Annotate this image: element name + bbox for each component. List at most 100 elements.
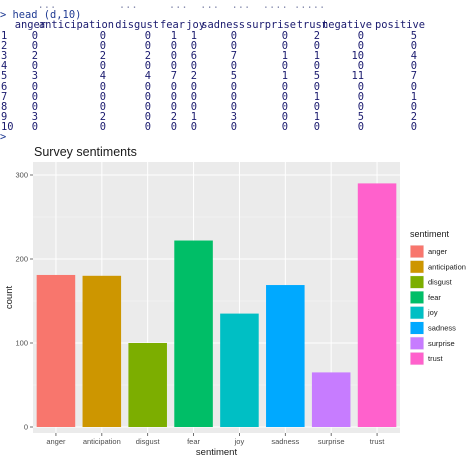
- bar-sadness: [266, 285, 305, 427]
- console-cell: 0: [230, 90, 237, 103]
- console-cell: 0: [99, 60, 106, 73]
- console-cell: 7: [170, 70, 177, 83]
- console-cell: 0: [230, 80, 237, 93]
- y-tick-label: 100: [15, 339, 28, 348]
- console-cell: 0: [357, 60, 364, 73]
- console-cell: 2: [313, 29, 320, 42]
- console-column-header: fear: [159, 19, 185, 32]
- console-cell: 1: [281, 70, 288, 83]
- console-cell: 0: [230, 121, 237, 134]
- console-cell: 0: [170, 80, 177, 93]
- legend-swatch-fear: [410, 291, 424, 304]
- console-cell: 0: [230, 100, 237, 113]
- console-cell: 3: [31, 111, 38, 124]
- console-cell: 0: [313, 60, 320, 73]
- console-column-header: trust: [296, 19, 328, 32]
- console-cell: 7: [230, 49, 237, 62]
- console-cell: 0: [313, 39, 320, 52]
- console-cell: 0: [190, 121, 197, 134]
- console-cell: 0: [357, 100, 364, 113]
- console-cell: 2: [99, 111, 106, 124]
- console-cell: 0: [31, 60, 38, 73]
- console-cell: 0: [31, 90, 38, 103]
- console-row-label: 5: [1, 70, 8, 83]
- console-column-header: surprise: [245, 19, 296, 32]
- console-command-line: > head (d,10): [0, 10, 82, 21]
- console-cell: 0: [144, 60, 151, 73]
- bar-surprise: [311, 372, 351, 427]
- console-row-label: 4: [1, 60, 8, 73]
- console-cell: 0: [99, 121, 106, 134]
- console-cell: 1: [190, 29, 197, 42]
- console-cell: 0: [144, 111, 151, 124]
- console-cell: 0: [357, 29, 364, 42]
- console-cell: 0: [281, 111, 288, 124]
- console-cell: 5: [313, 70, 320, 83]
- console-cell: 0: [190, 80, 197, 93]
- legend-swatch-trust: [410, 352, 424, 365]
- console-cell: 0: [281, 90, 288, 103]
- x-tick-label: disgust: [136, 437, 161, 446]
- console-caret[interactable]: >: [0, 132, 7, 143]
- x-axis-label: sentiment: [196, 447, 238, 458]
- legend-title: sentiment: [410, 229, 450, 239]
- console-row-label: 7: [1, 90, 8, 103]
- console-cell: 10: [351, 49, 364, 62]
- legend-entry-sadness: sadness: [428, 324, 456, 333]
- console-row-label: 8: [1, 100, 8, 113]
- console-row-label: 2: [1, 39, 8, 52]
- console-cell: 0: [99, 100, 106, 113]
- console-cell: 2: [410, 111, 417, 124]
- y-axis-label: count: [4, 286, 15, 310]
- legend-entry-surprise: surprise: [428, 339, 455, 348]
- console-cell: 1: [313, 111, 320, 124]
- x-tick-label: anticipation: [83, 437, 121, 446]
- console-cell: 5: [410, 29, 417, 42]
- console-cell: 0: [99, 39, 106, 52]
- console-cell: 0: [31, 80, 38, 93]
- bar-anticipation: [82, 275, 122, 427]
- console-cell: 1: [190, 111, 197, 124]
- legend-swatch-anticipation: [410, 260, 424, 273]
- console-cell: 11: [351, 70, 364, 83]
- console-row-label: 10: [1, 121, 14, 134]
- bar-anger: [36, 274, 76, 427]
- legend-entry-disgust: disgust: [428, 278, 453, 287]
- x-tick-label: surprise: [318, 437, 345, 446]
- console-cell: 0: [410, 80, 417, 93]
- console-cell: 0: [313, 121, 320, 134]
- console-cell: 1: [313, 49, 320, 62]
- console-cell: 0: [357, 80, 364, 93]
- legend-swatch-surprise: [410, 337, 424, 350]
- console-row-label: 3: [1, 49, 8, 62]
- console-cell: 0: [357, 90, 364, 103]
- legend-swatch-disgust: [410, 276, 424, 289]
- console-row-label: 6: [1, 80, 8, 93]
- console-cell: 0: [357, 121, 364, 134]
- console-cell: 0: [313, 80, 320, 93]
- console-cell: 6: [190, 49, 197, 62]
- console-cell: 0: [170, 121, 177, 134]
- console-cell: 0: [190, 100, 197, 113]
- console-cell: 0: [170, 49, 177, 62]
- console-cell: 0: [31, 39, 38, 52]
- y-tick-label: 0: [24, 423, 28, 432]
- console-faded-line: ... ... ... ... ... .... .....: [0, 0, 326, 11]
- console-cell: 2: [144, 49, 151, 62]
- bar-joy: [220, 313, 259, 427]
- console-cell: 0: [170, 100, 177, 113]
- console-cell: 0: [410, 60, 417, 73]
- console-cell: 0: [170, 90, 177, 103]
- console-cell: 7: [410, 70, 417, 83]
- console-cell: 0: [281, 39, 288, 52]
- console-column-header: disgust: [115, 19, 159, 32]
- console-cell: 4: [99, 70, 106, 83]
- console-column-header: negative: [321, 19, 372, 32]
- x-tick-label: sadness: [271, 437, 299, 446]
- legend-swatch-anger: [410, 245, 424, 258]
- console-column-header: sadness: [201, 19, 245, 32]
